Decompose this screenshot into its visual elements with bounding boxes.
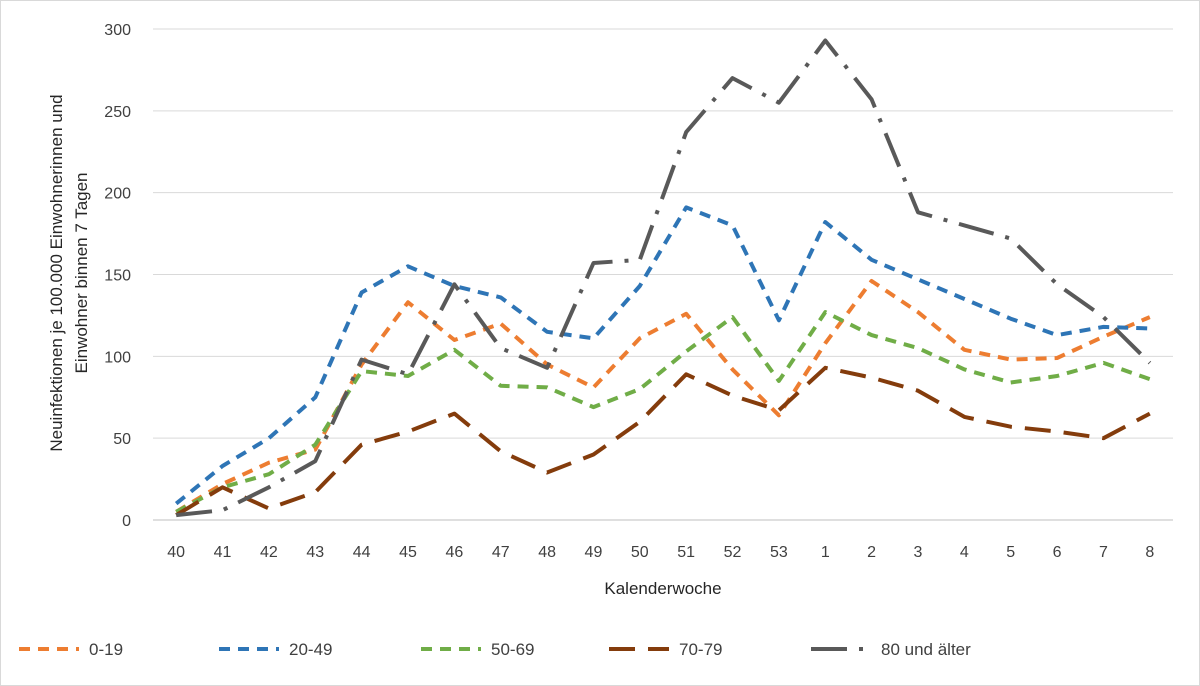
- y-axis-ticks: 0 50 100 150 200 250 300: [104, 22, 131, 530]
- y-tick-label: 100: [104, 349, 131, 366]
- legend-item: 20-49: [219, 640, 332, 659]
- legend-item: 0-19: [19, 640, 123, 659]
- y-axis-title-line-2: Einwohner binnen 7 Tagen: [72, 172, 91, 373]
- x-tick-label: 45: [399, 544, 417, 561]
- legend-item: 80 und älter: [811, 640, 971, 659]
- x-tick-label: 3: [914, 544, 923, 561]
- series-line-0-19: [175, 279, 1151, 514]
- legend-label: 0-19: [89, 640, 123, 659]
- legend-label: 80 und älter: [881, 640, 971, 659]
- x-tick-label: 8: [1145, 544, 1154, 561]
- x-tick-label: 51: [677, 544, 695, 561]
- y-tick-label: 200: [104, 186, 131, 203]
- series-line-50-69: [175, 310, 1151, 514]
- x-tick-label: 43: [306, 544, 324, 561]
- x-tick-label: 40: [167, 544, 185, 561]
- x-tick-label: 42: [260, 544, 278, 561]
- x-tick-label: 4: [960, 544, 969, 561]
- x-tick-label: 5: [1006, 544, 1015, 561]
- series-lines: [174, 38, 1152, 518]
- x-axis-title: Kalenderwoche: [604, 579, 721, 598]
- legend-item: 50-69: [421, 640, 534, 659]
- x-tick-label: 50: [631, 544, 649, 561]
- x-tick-label: 7: [1099, 544, 1108, 561]
- gridlines: [153, 28, 1173, 521]
- y-tick-label: 150: [104, 268, 131, 285]
- x-tick-label: 47: [492, 544, 510, 561]
- x-tick-label: 46: [445, 544, 463, 561]
- x-tick-label: 1: [821, 544, 830, 561]
- series-line-70-79: [175, 365, 1151, 517]
- y-axis-title: Neuinfektionen je 100.000 Einwohnerinnen…: [47, 94, 91, 451]
- series-line-20-49: [174, 205, 1150, 506]
- x-tick-label: 6: [1053, 544, 1062, 561]
- x-tick-label: 44: [353, 544, 371, 561]
- y-tick-label: 50: [113, 431, 131, 448]
- x-tick-label: 41: [214, 544, 232, 561]
- x-axis-ticks: 40 41 42 43 44 45 46 47 48 49 50 51 52 53 1 2 3 4 5 6 7 8: [167, 544, 1154, 561]
- legend: 0-19 20-49 50-69 70-79 80 und älter: [19, 640, 971, 659]
- x-tick-label: 53: [770, 544, 788, 561]
- legend-label: 50-69: [491, 640, 534, 659]
- y-tick-label: 300: [104, 22, 131, 39]
- x-tick-label: 2: [867, 544, 876, 561]
- legend-label: 20-49: [289, 640, 332, 659]
- y-axis-title-line-1: Neuinfektionen je 100.000 Einwohnerinnen…: [47, 94, 66, 451]
- x-tick-label: 49: [585, 544, 603, 561]
- x-tick-label: 48: [538, 544, 556, 561]
- x-tick-label: 52: [724, 544, 742, 561]
- series-line-80-und-lter: [175, 38, 1152, 518]
- y-tick-label: 0: [122, 513, 131, 530]
- legend-label: 70-79: [679, 640, 722, 659]
- legend-item: 70-79: [609, 640, 722, 659]
- y-tick-label: 250: [104, 104, 131, 121]
